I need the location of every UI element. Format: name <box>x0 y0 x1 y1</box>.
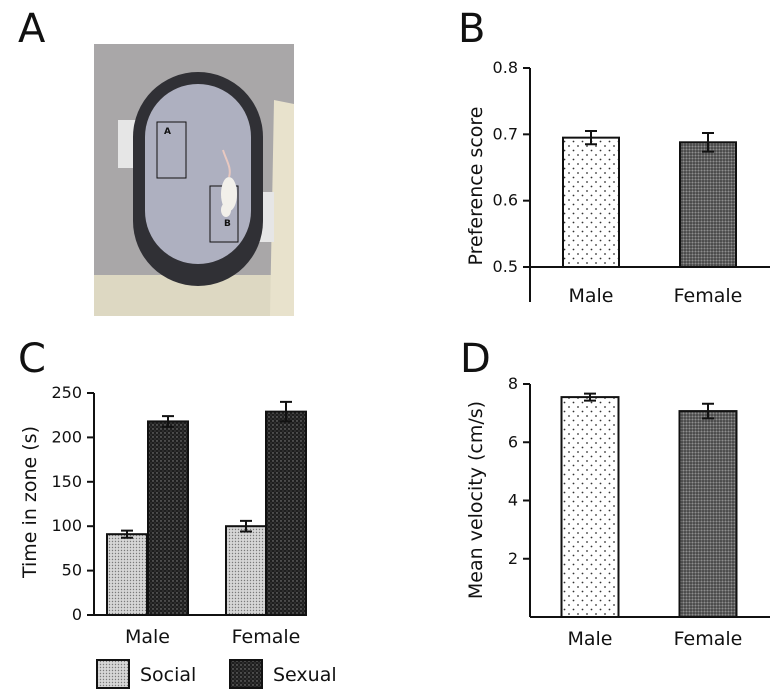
chart-d-category-label: Female <box>674 628 743 650</box>
chart-d-bar-female <box>678 410 738 618</box>
arena-floor <box>145 84 251 264</box>
chart-b-y-label: Preference score <box>465 107 487 266</box>
chart-b-ytick-label: 0.6 <box>493 191 518 210</box>
chart-b-bar-male <box>562 136 620 268</box>
chart-b-errorbar-male <box>585 130 597 146</box>
chart-c-ytick-label: 50 <box>62 561 82 580</box>
rat-tail <box>222 149 231 178</box>
legend-label-sexual: Sexual <box>273 664 337 686</box>
chart-c-ytick-label: 250 <box>51 383 82 402</box>
chart-d-ytick-label: 8 <box>508 374 518 393</box>
zone-a-label: A <box>164 127 171 137</box>
chart-c-ytick-label: 0 <box>72 605 82 624</box>
panel-label-b: B <box>458 6 485 52</box>
chart-c-category-label: Female <box>232 626 301 648</box>
chart-b-ytick-label: 0.8 <box>493 58 518 77</box>
chart-c-errorbar-male-social <box>121 529 133 539</box>
chart-d-errorbar-female <box>702 402 714 420</box>
chart-c-errorbar-female-sexual <box>280 400 292 423</box>
zone-a-box <box>156 121 187 179</box>
panel-label-d: D <box>460 336 491 382</box>
chart-d-ytick-label: 6 <box>508 432 518 451</box>
chart-d-mean-velocity: Mean velocity (cm/s) 2 4 6 8 Male Female <box>465 374 770 650</box>
panel-label-a: A <box>18 6 46 52</box>
panel-label-c: C <box>18 336 46 382</box>
chart-c-y-label: Time in zone (s) <box>19 426 41 579</box>
chart-d-y-label: Mean velocity (cm/s) <box>465 401 487 599</box>
chart-c-errorbar-male-sexual <box>162 415 174 428</box>
arena-photo: A B <box>94 44 294 316</box>
chart-b-ytick-label: 0.5 <box>493 257 518 276</box>
rat-head <box>221 203 231 217</box>
chart-c-bar-female-social <box>225 525 267 617</box>
chart-c-bar-male-social <box>106 533 148 617</box>
chart-b-preference-score: Preference score 0.5 0.6 0.7 0.8 Male Female <box>465 58 770 307</box>
legend-label-social: Social <box>140 664 196 686</box>
chart-c-category-label: Male <box>125 626 170 648</box>
chart-d-ytick-label: 2 <box>508 549 518 568</box>
chart-d-ytick-label: 4 <box>508 491 518 510</box>
chart-c-bar-male-sexual <box>147 420 189 616</box>
photo-wall-right <box>270 100 294 316</box>
chart-b-ytick-label: 0.7 <box>493 124 518 143</box>
chart-b-bar-female <box>679 141 737 268</box>
chart-d-category-label: Male <box>567 628 612 650</box>
chart-c-time-in-zone: Time in zone (s) 0 50 100 150 200 250 Male Fem… <box>19 383 337 689</box>
chart-c-bar-female-sexual <box>265 410 307 617</box>
chart-b-category-label: Male <box>568 285 613 307</box>
rat <box>221 177 237 211</box>
zone-b-label: B <box>224 219 231 229</box>
legend-swatch-social <box>96 659 130 689</box>
chart-b-category-label: Female <box>674 285 743 307</box>
chart-d-errorbar-male <box>584 392 596 402</box>
chart-c-ytick-label: 200 <box>51 427 82 446</box>
chart-c-errorbar-female-social <box>240 519 252 533</box>
legend-swatch-sexual <box>229 659 263 689</box>
chart-c-ytick-label: 150 <box>51 472 82 491</box>
chart-b-errorbar-female <box>702 132 714 153</box>
chart-d-bar-male <box>560 396 620 619</box>
chart-c-ytick-label: 100 <box>51 516 82 535</box>
